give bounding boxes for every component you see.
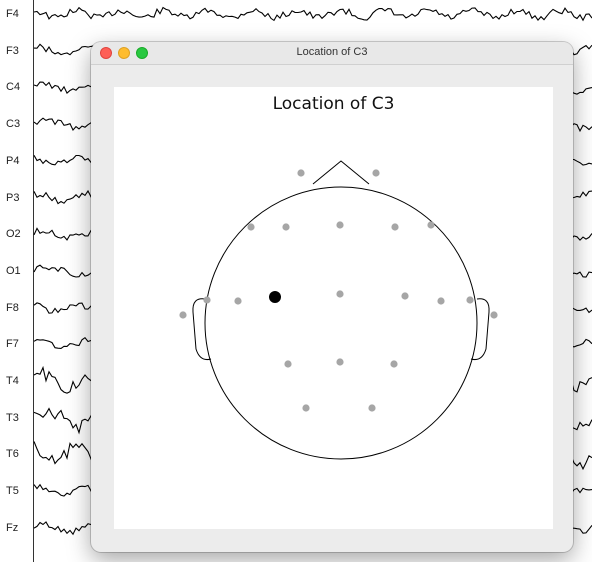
plot-title: Location of C3 — [272, 94, 395, 114]
left-ear-shape — [192, 298, 212, 360]
electrode-dot — [302, 404, 310, 412]
electrode-dot — [427, 221, 435, 229]
close-button[interactable] — [100, 47, 112, 59]
electrode-dot — [336, 221, 344, 229]
electrode-dot — [490, 311, 498, 319]
electrode-dot — [391, 223, 399, 231]
channel-axis-line — [33, 0, 34, 562]
channel-label-fz: Fz — [6, 521, 19, 534]
plot-canvas: Location of C3 — [114, 87, 553, 529]
electrode-dot — [297, 169, 305, 177]
electrode-dot — [336, 290, 344, 298]
zoom-button[interactable] — [136, 47, 148, 59]
channel-label-t3: T3 — [6, 411, 19, 424]
window-title-bar[interactable]: Location of C3 — [91, 42, 573, 65]
channel-label-f7: F7 — [6, 338, 19, 351]
channel-label-c3: C3 — [6, 118, 21, 131]
window-title: Location of C3 — [296, 46, 368, 58]
channel-label-t6: T6 — [6, 448, 19, 461]
channel-label-t4: T4 — [6, 375, 19, 387]
right-ear-shape — [470, 298, 490, 360]
electrode-dot — [372, 169, 380, 177]
channel-label-o1: O1 — [6, 264, 21, 277]
channel-label-c4: C4 — [6, 81, 21, 94]
electrode-dot — [247, 223, 255, 231]
head-outline — [204, 186, 478, 460]
electrode-dot — [282, 223, 290, 231]
electrode-dot-c3-highlighted — [269, 291, 281, 303]
head-topomap — [179, 160, 498, 460]
electrode-dot — [284, 360, 292, 368]
eeg-trace-f4 — [33, 6, 592, 22]
channel-label-f4: F4 — [6, 8, 19, 20]
channel-label-f8: F8 — [6, 301, 19, 314]
electrode-location-window[interactable]: Location of C3 Location of C3 — [91, 42, 573, 552]
channel-label-f3: F3 — [6, 44, 19, 57]
nose-shape — [312, 160, 370, 185]
electrode-dot — [336, 358, 344, 366]
electrode-dot — [203, 296, 211, 304]
channel-label-t5: T5 — [6, 485, 19, 498]
channel-label-o2: O2 — [6, 228, 21, 241]
electrode-dot — [390, 360, 398, 368]
electrode-dot — [179, 311, 187, 319]
minimize-button[interactable] — [118, 47, 130, 59]
electrode-dot — [234, 297, 242, 305]
electrode-dot — [466, 296, 474, 304]
channel-label-p3: P3 — [6, 191, 20, 204]
electrode-dot — [437, 297, 445, 305]
electrode-dot — [368, 404, 376, 412]
channel-label-p4: P4 — [6, 154, 20, 167]
electrode-dot — [401, 292, 409, 300]
